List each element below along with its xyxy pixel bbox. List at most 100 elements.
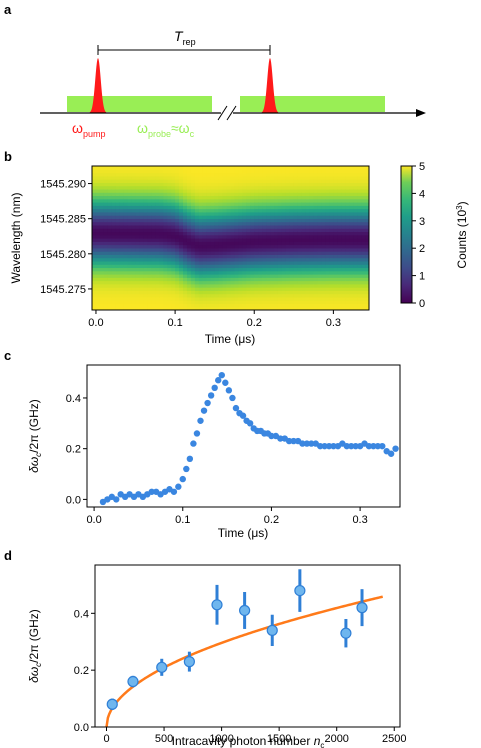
heatmap-cell — [266, 205, 271, 210]
heatmap-cell — [123, 241, 129, 246]
heatmap-cell — [183, 175, 188, 180]
heatmap-cell — [115, 283, 121, 288]
heatmap-cell — [281, 188, 287, 193]
heatmap-cell — [333, 274, 338, 278]
heatmap-cell — [119, 251, 125, 255]
heatmap-cell — [309, 260, 315, 265]
heatmap-cell — [107, 244, 113, 249]
heatmap-cell — [238, 192, 243, 197]
heatmap-cell — [238, 303, 243, 308]
heatmap-cell — [341, 224, 346, 229]
heatmap-cell — [103, 215, 109, 219]
heatmap-cell — [337, 218, 342, 223]
heatmap-cell — [254, 202, 259, 206]
heatmap-cell — [345, 208, 350, 213]
heatmap-cell — [337, 306, 342, 310]
heatmap-cell — [210, 264, 216, 269]
heatmap-cell — [345, 260, 350, 265]
heatmap-cell — [325, 296, 331, 301]
heatmap-cell — [194, 280, 200, 285]
heatmap-cell — [345, 215, 350, 219]
heatmap-cell — [194, 231, 200, 236]
heatmap-cell — [361, 215, 366, 219]
heatmap-cell — [202, 221, 208, 226]
heatmap-cell — [341, 169, 346, 174]
heatmap-cell — [92, 172, 97, 177]
heatmap-cell — [92, 270, 97, 275]
heatmap-cell — [222, 202, 228, 206]
heatmap-cell — [127, 218, 133, 223]
heatmap-cell — [266, 179, 271, 183]
heatmap-cell — [309, 293, 315, 298]
heatmap-cell — [321, 228, 327, 233]
heatmap-cell — [103, 241, 109, 246]
heatmap-cell — [337, 166, 342, 170]
heatmap-cell — [301, 270, 307, 275]
heatmap-cell — [135, 290, 141, 295]
heatmap-cell — [155, 247, 160, 252]
heatmap-cell — [262, 293, 267, 298]
heatmap-cell — [325, 179, 331, 183]
heatmap-cell — [349, 221, 354, 226]
heatmap-cell — [341, 198, 346, 203]
heatmap-cell — [313, 195, 319, 200]
heatmap-cell — [349, 175, 354, 180]
heatmap-cell — [341, 218, 346, 223]
heatmap-cell — [357, 228, 362, 233]
heatmap-cell — [353, 169, 358, 174]
heatmap-cell — [183, 195, 188, 200]
heatmap-cell — [345, 192, 350, 197]
heatmap-cell — [214, 205, 220, 210]
heatmap-cell — [222, 283, 228, 288]
heatmap-cell — [218, 244, 224, 249]
heatmap-cell — [202, 228, 208, 233]
heatmap-cell — [95, 251, 101, 255]
heatmap-cell — [115, 247, 121, 252]
heatmap-cell — [329, 211, 334, 216]
heatmap-cell — [206, 283, 212, 288]
heatmap-cell — [107, 254, 113, 259]
heatmap-cell — [262, 280, 267, 285]
heatmap-cell — [325, 198, 331, 203]
heatmap-cell — [92, 198, 97, 203]
heatmap-cell — [179, 205, 184, 210]
heatmap-cell — [190, 166, 196, 170]
heatmap-cell — [341, 192, 346, 197]
colorbar-label: Counts (103) — [455, 201, 469, 268]
heatmap-cell — [226, 211, 232, 216]
heatmap-cell — [190, 296, 196, 301]
heatmap-cell — [337, 205, 342, 210]
heatmap-cell — [190, 234, 196, 239]
heatmap-cell — [210, 192, 216, 197]
heatmap-cell — [258, 185, 263, 190]
heatmap-cell — [127, 274, 133, 278]
heatmap-cell — [349, 287, 354, 291]
heatmap-cell — [297, 260, 303, 265]
heatmap-cell — [333, 254, 338, 259]
heatmap-cell — [321, 185, 327, 190]
heatmap-cell — [123, 280, 129, 285]
heatmap-cell — [250, 218, 255, 223]
heatmap-cell — [337, 238, 342, 242]
heatmap-cell — [274, 169, 279, 174]
heatmap-cell — [115, 215, 121, 219]
heatmap-cell — [175, 283, 180, 288]
heatmap-cell — [155, 205, 160, 210]
heatmap-cell — [281, 280, 287, 285]
heatmap-cell — [95, 287, 101, 291]
heatmap-cell — [277, 221, 283, 226]
heatmap-cell — [293, 231, 299, 236]
heatmap-cell — [147, 188, 152, 193]
heatmap-cell — [135, 260, 141, 265]
heatmap-cell — [163, 277, 168, 282]
heatmap-cell — [127, 244, 133, 249]
heatmap-cell — [365, 280, 369, 285]
heatmap-cell — [321, 257, 327, 262]
heatmap-cell — [206, 296, 212, 301]
heatmap-cell — [313, 277, 319, 282]
heatmap-cell — [171, 293, 176, 298]
heatmap-cell — [139, 179, 145, 183]
heatmap-cell — [183, 208, 188, 213]
heatmap-cell — [139, 267, 145, 272]
heatmap-cell — [293, 192, 299, 197]
